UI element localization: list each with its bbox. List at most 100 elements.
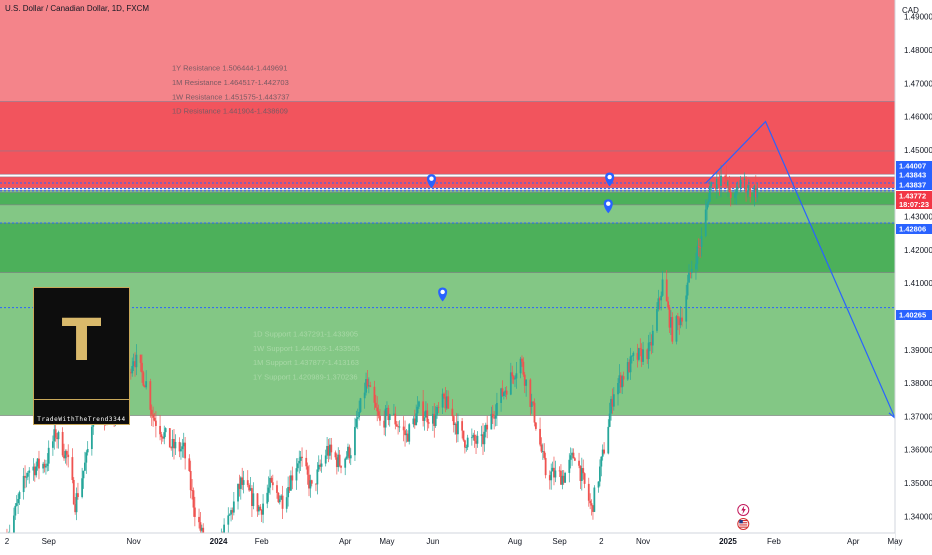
candle bbox=[152, 406, 155, 427]
candle bbox=[512, 375, 515, 385]
candle-body bbox=[678, 319, 681, 326]
candle-body bbox=[736, 186, 739, 190]
candle bbox=[466, 434, 469, 451]
candle-body bbox=[707, 201, 710, 204]
candle-body bbox=[295, 468, 298, 481]
candle-body bbox=[656, 309, 658, 331]
candle bbox=[423, 411, 426, 431]
candle bbox=[509, 362, 512, 396]
candle bbox=[397, 421, 399, 435]
pin-dot bbox=[607, 174, 612, 180]
candle bbox=[592, 505, 594, 520]
candle bbox=[315, 483, 317, 492]
candle-body bbox=[610, 398, 612, 414]
candle-body bbox=[451, 408, 454, 417]
candle-body bbox=[521, 358, 523, 362]
pin-dot bbox=[429, 176, 434, 181]
candle bbox=[317, 455, 320, 472]
candle bbox=[290, 470, 292, 491]
candle-body bbox=[24, 475, 26, 478]
candle-body bbox=[315, 483, 317, 485]
candle-body bbox=[482, 434, 484, 445]
candle bbox=[338, 450, 341, 468]
candle bbox=[43, 459, 46, 473]
candle bbox=[354, 417, 356, 461]
location-pin-icon bbox=[426, 174, 436, 189]
candle-body bbox=[551, 467, 554, 472]
candle-body bbox=[515, 373, 518, 379]
candle bbox=[228, 513, 231, 516]
candle bbox=[727, 179, 729, 198]
candle bbox=[324, 449, 327, 467]
candle bbox=[363, 382, 366, 409]
candle bbox=[344, 457, 347, 476]
time-tick-label: Nov bbox=[127, 537, 141, 546]
candle bbox=[319, 459, 322, 472]
candle-body bbox=[670, 317, 672, 328]
candle bbox=[734, 188, 736, 205]
candle bbox=[461, 417, 464, 439]
candle-body bbox=[28, 470, 31, 473]
price-tick-label: 1.49000 bbox=[904, 13, 932, 22]
candle-body bbox=[461, 421, 464, 431]
candle-body bbox=[739, 179, 742, 188]
candle-body bbox=[564, 472, 567, 483]
candle-body bbox=[365, 379, 367, 393]
candle bbox=[539, 417, 541, 447]
candle bbox=[65, 449, 68, 466]
candle-body bbox=[394, 413, 397, 425]
candle-body bbox=[277, 492, 280, 503]
candle-body bbox=[246, 480, 249, 486]
candle bbox=[422, 389, 425, 427]
candle-body bbox=[231, 510, 234, 513]
price-badge-label: 1.43772 bbox=[899, 192, 926, 201]
logo-text: TradeWithTheTrend3344 bbox=[37, 416, 126, 423]
candle-body bbox=[301, 456, 303, 458]
location-pin-icon bbox=[603, 199, 613, 214]
candle bbox=[636, 343, 639, 368]
candle-body bbox=[335, 457, 338, 468]
candle bbox=[610, 396, 612, 421]
candle-body bbox=[472, 434, 475, 438]
candle-body bbox=[198, 516, 200, 523]
candle-body bbox=[688, 272, 690, 283]
candle bbox=[599, 459, 601, 487]
candle bbox=[660, 291, 663, 311]
candle-body bbox=[288, 487, 291, 491]
price-tick-label: 1.35000 bbox=[904, 479, 932, 488]
candle bbox=[365, 372, 367, 396]
candle-body bbox=[491, 413, 494, 418]
candle-body bbox=[90, 426, 93, 449]
candle bbox=[743, 172, 746, 191]
candle-body bbox=[679, 317, 682, 326]
candle-body bbox=[296, 463, 299, 469]
candle-body bbox=[47, 447, 50, 464]
pin-shape bbox=[603, 199, 613, 214]
candle bbox=[377, 404, 380, 419]
candle bbox=[631, 354, 633, 364]
candle-body bbox=[558, 470, 561, 472]
candle bbox=[522, 357, 525, 377]
candle-body bbox=[129, 372, 132, 374]
candle-body bbox=[290, 475, 292, 491]
candle-body bbox=[85, 452, 88, 463]
candle bbox=[647, 334, 650, 369]
candle bbox=[617, 378, 619, 406]
time-axis[interactable]: 2 Sep Nov 2024 Feb Apr May Jun Aug Sep 2 Nov 2025 Feb… bbox=[0, 532, 903, 550]
time-tick-label: Feb bbox=[255, 537, 269, 546]
candle bbox=[544, 452, 547, 479]
price-axis[interactable]: 1.34000 1.35000 1.36000 1.37000 1.38000 1.390… bbox=[894, 0, 932, 550]
candle bbox=[590, 499, 593, 516]
candle bbox=[519, 356, 522, 379]
candle-body bbox=[143, 385, 146, 388]
candle bbox=[35, 461, 38, 478]
flag-stripe bbox=[739, 522, 748, 524]
candle bbox=[530, 393, 533, 414]
candle bbox=[81, 467, 84, 499]
candle bbox=[697, 238, 700, 257]
support-label: 1W Support 1.440603-1.433505 bbox=[253, 344, 360, 353]
candle bbox=[239, 476, 242, 500]
currency-label[interactable]: CAD bbox=[902, 6, 919, 15]
